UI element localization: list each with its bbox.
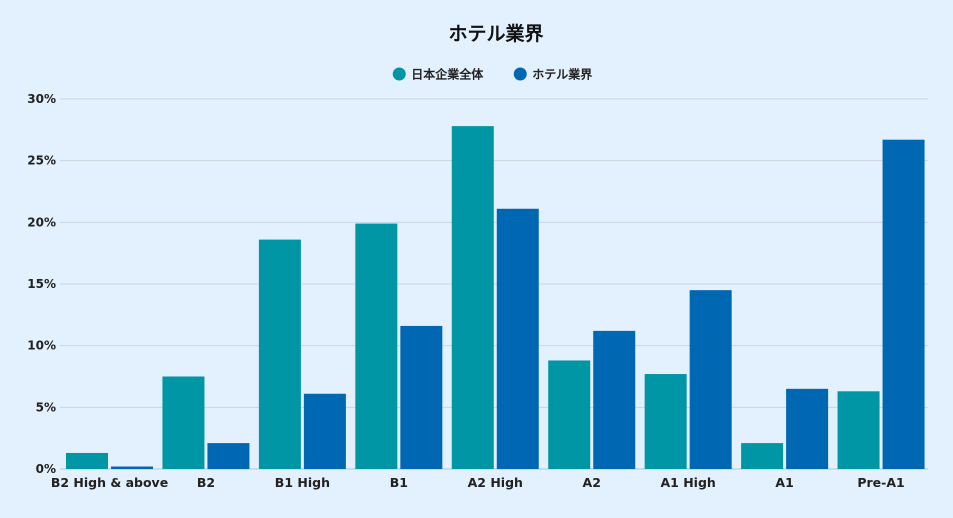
x-tick-label: B1 High: [275, 475, 330, 490]
bar: [303, 393, 346, 469]
legend-label: ホテル業界: [532, 67, 592, 82]
bar: [400, 325, 443, 469]
bar: [644, 374, 687, 469]
legend-label: 日本企業全体: [411, 67, 484, 82]
x-tick-label: B2: [197, 475, 215, 490]
y-tick-label: 15%: [27, 277, 56, 291]
bar: [451, 126, 494, 469]
y-tick-label: 5%: [36, 400, 56, 414]
x-tick-label: Pre-A1: [857, 475, 904, 490]
y-tick-label: 10%: [27, 339, 56, 353]
bar: [741, 443, 784, 469]
bar: [258, 239, 301, 469]
legend-marker: [392, 67, 406, 81]
bar: [882, 139, 925, 469]
bar: [66, 452, 108, 469]
x-tick-label: A2 High: [468, 475, 523, 490]
legend: 日本企業全体 ホテル業界: [392, 67, 592, 82]
bar: [207, 443, 250, 469]
bar: [837, 391, 880, 469]
bars: [66, 126, 925, 469]
y-axis: 0% 5% 10% 15% 20% 25% 30%: [27, 92, 56, 476]
x-tick-label: B2 High & above: [51, 475, 168, 490]
gridlines: [60, 98, 928, 470]
bar: [786, 388, 829, 469]
bar: [548, 360, 591, 469]
bar: [593, 330, 636, 469]
x-tick-label: A1 High: [661, 475, 716, 490]
x-tick-label: A1: [775, 475, 793, 490]
y-tick-label: 0%: [36, 462, 56, 476]
bar: [162, 376, 205, 469]
y-tick-label: 20%: [27, 215, 56, 229]
y-tick-label: 30%: [27, 92, 56, 106]
x-tick-label: A2: [583, 475, 601, 490]
y-tick-label: 25%: [27, 154, 56, 168]
bar: [111, 466, 153, 469]
bar: [355, 223, 398, 469]
bar: [496, 208, 539, 469]
x-tick-label: B1: [390, 475, 408, 490]
chart-title: ホテル業界: [448, 22, 543, 45]
bar: [689, 290, 732, 469]
legend-marker: [513, 67, 527, 81]
x-axis: B2 High & above B2 B1 High B1 A2 High A2 A1 Hi…: [51, 475, 905, 490]
